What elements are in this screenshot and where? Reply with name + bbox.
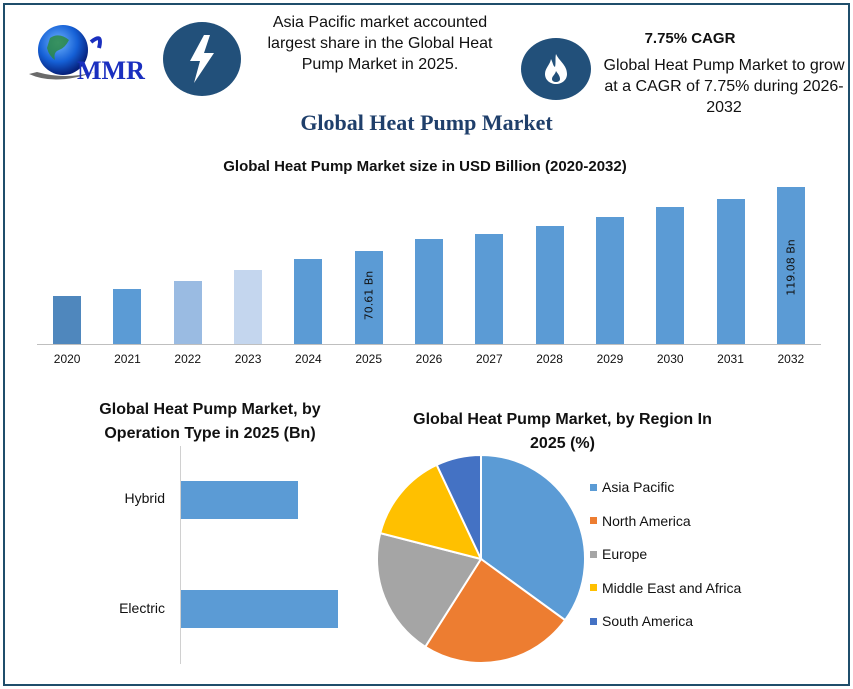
bar-2022 [173, 280, 202, 344]
region-pie-title-text: Global Heat Pump Market, by Region In 20… [413, 411, 712, 452]
legend-item: South America [590, 613, 693, 629]
legend-label: South America [602, 613, 694, 629]
legend-label: Europe [602, 546, 648, 562]
lightning-bolt-icon [163, 22, 241, 96]
bar-chart-title: Global Heat Pump Market size in USD Bill… [223, 158, 627, 175]
region-pie-chart [376, 453, 586, 664]
x-tick-label: 2031 [717, 352, 744, 366]
legend-label: North America [602, 512, 691, 529]
pie-slice-europe [376, 531, 483, 649]
bar-chart-xaxis: 2020 2021 2022 2023 2024 2025 2026 2027 2028 2029… [37, 352, 821, 372]
bar-2030 [656, 207, 685, 344]
bar-2021 [113, 289, 142, 344]
bar-data-label: 119.08 Bn [784, 238, 798, 296]
cagr-headline: 7.75% CAGR [644, 30, 736, 47]
logo-text: MMR [77, 56, 145, 85]
flame-icon [521, 38, 591, 100]
bar-2031 [716, 198, 745, 344]
x-tick-label: 2030 [656, 352, 684, 366]
operation-type-title: Global Heat Pump Market, by Operation Ty… [70, 398, 350, 446]
main-title: Global Heat Pump Market [300, 110, 553, 135]
legend-item: Europe [590, 546, 647, 562]
hbar-label-electric: Electric [119, 600, 165, 616]
legend-swatch [590, 584, 597, 591]
x-tick-label: 2022 [174, 352, 202, 366]
bar-2027 [475, 233, 504, 344]
bar-2029 [595, 217, 624, 344]
x-tick-label: 2020 [53, 352, 81, 366]
x-tick-label: 2027 [475, 352, 503, 366]
pie-slice-asia-pacific [480, 453, 586, 622]
cagr-callout: Global Heat Pump Market to grow at a CAG… [603, 57, 845, 116]
pie-slice-middle-east-and-africa [379, 463, 483, 561]
legend-item: North America [590, 513, 691, 529]
x-tick-label: 2024 [295, 352, 322, 366]
asia-pacific-callout: Asia Pacific market accounted largest sh… [267, 14, 493, 73]
legend-item: Middle East and Africa [590, 580, 741, 596]
bar-2032 [776, 187, 805, 344]
legend-swatch [590, 517, 597, 524]
legend-swatch [590, 617, 597, 625]
legend-swatch [590, 483, 597, 491]
legend-swatch [590, 550, 597, 558]
operation-type-title-text: Global Heat Pump Market, by Operation Ty… [99, 401, 321, 442]
x-tick-label: 2028 [536, 352, 563, 366]
hbar-electric [181, 590, 338, 628]
bar-2025 [354, 251, 383, 344]
bar-2024 [294, 259, 323, 344]
bar-2026 [415, 238, 443, 344]
x-tick-label: 2032 [777, 352, 805, 366]
pie-slice-south-america [435, 453, 482, 560]
bar-2020 [53, 296, 82, 344]
x-tick-label: 2026 [415, 352, 443, 366]
bar-chart-plot: 70.61 Bn 119.08 Bn [37, 170, 821, 345]
hbar-hybrid [181, 481, 298, 519]
bar-2028 [535, 225, 564, 344]
legend-label: Asia Pacific [602, 479, 675, 495]
x-tick-label: 2023 [234, 352, 262, 366]
x-tick-label: 2021 [114, 352, 141, 366]
globe-icon [29, 25, 102, 80]
infographic-frame [3, 3, 850, 686]
bar-2023 [234, 270, 263, 344]
x-tick-label: 2029 [596, 352, 624, 366]
mmr-logo: MMR [25, 22, 160, 85]
legend-item: Asia Pacific [590, 479, 674, 495]
hbar-axis [180, 446, 181, 664]
x-tick-label: 2025 [355, 352, 383, 366]
region-pie-title: Global Heat Pump Market, by Region In 20… [395, 408, 730, 456]
legend-label: Middle East and Africa [602, 579, 742, 596]
pie-slice-north-america [423, 557, 567, 664]
bar-data-label: 70.61 Bn [362, 270, 376, 321]
hbar-label-hybrid: Hybrid [124, 490, 165, 506]
